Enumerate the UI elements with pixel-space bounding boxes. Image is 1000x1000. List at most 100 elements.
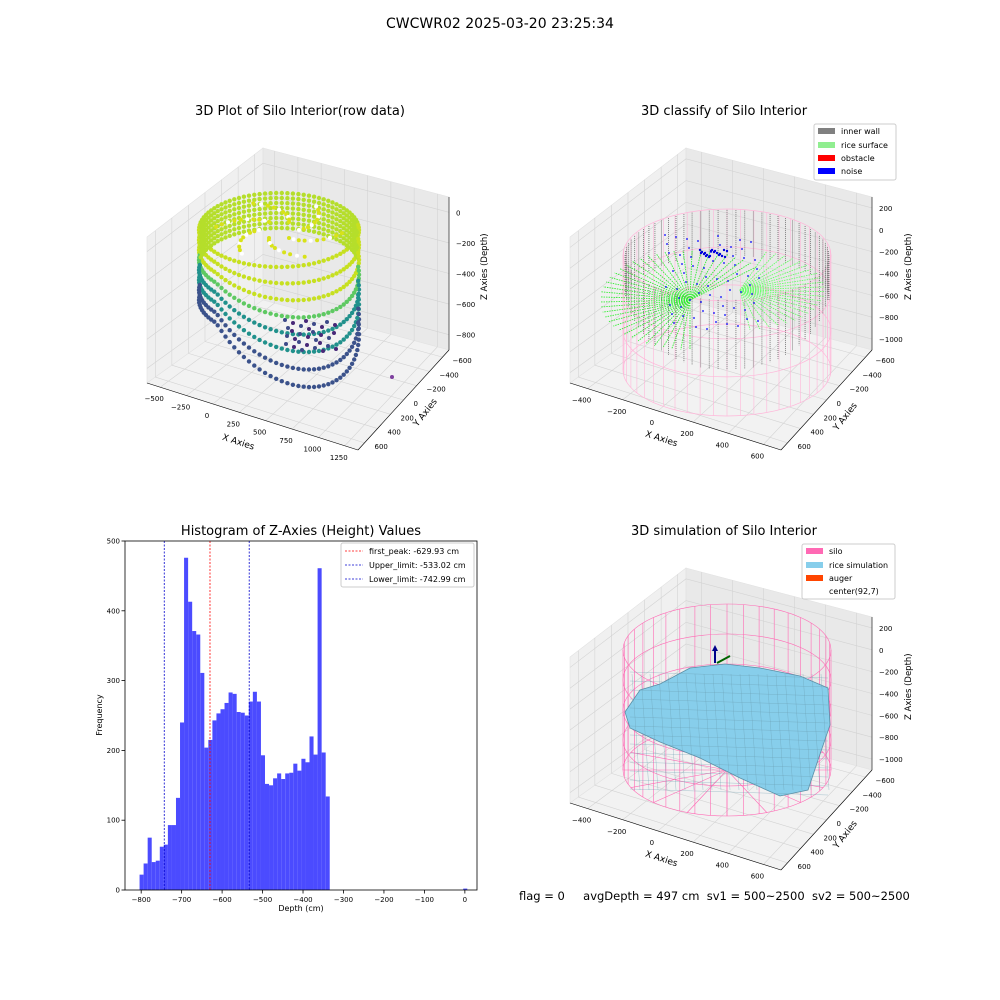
raw-point [338,251,343,256]
raw-point [215,209,220,214]
raw-point [326,198,331,203]
p2-grid-x [692,328,795,423]
p3-ytick: 100 [107,817,120,825]
raw-point [301,197,306,202]
raw-point [356,250,361,255]
raw-point [197,262,202,268]
raw-point [219,318,224,323]
p3-xtick: −300 [334,896,353,904]
raw-point [252,263,257,268]
histogram-bar [305,762,310,890]
raw-point [306,225,310,230]
raw-point [349,293,355,299]
histogram-bar [220,709,225,890]
p4-grid-z [569,578,873,668]
raw-point [338,357,343,363]
raw-point [306,297,312,302]
legend-swatch-obstacle [818,155,835,161]
raw-point [215,224,220,229]
raw-point [285,334,289,338]
p1-ytick: 600 [375,443,388,451]
noise-point [698,292,700,294]
raw-point [286,215,291,219]
raw-point [209,228,214,233]
raw-point [316,366,322,371]
raw-point [219,227,224,232]
raw-point [203,217,209,223]
raw-point [353,352,359,358]
raw-point [341,267,346,272]
raw-point [355,220,360,225]
raw-point [215,302,220,308]
silo-ring [622,603,832,697]
p1-ylabel: Y Axies [411,397,440,430]
raw-point [223,277,228,283]
raw-point [290,348,296,354]
raw-point [338,239,343,244]
raw-point [330,235,335,240]
raw-point [241,314,247,319]
noise-point [705,253,709,257]
raw-point [285,381,290,386]
raw-point [203,247,209,253]
p2-xtick: −400 [572,397,591,405]
histogram-bar [204,747,209,890]
raw-point [227,304,232,309]
raw-point [223,266,228,271]
histogram-bar [285,773,290,890]
p4-grid-y [661,737,853,792]
raw-point [246,193,252,198]
raw-point [353,252,359,257]
raw-point [338,340,343,345]
noise-point [664,234,666,236]
raw-point [203,227,209,233]
raw-point [199,308,205,313]
rice-mesh [629,779,829,787]
raw-point [262,201,268,206]
raw-point [203,242,209,248]
noise-point [705,276,707,278]
silo-ring [622,723,832,817]
raw-point [215,239,220,244]
raw-point [301,226,306,231]
raw-point [274,312,279,318]
silo-wire [726,769,824,788]
raw-point [347,348,352,353]
raw-point [212,241,217,246]
raw-point [316,295,322,300]
raw-point [215,204,220,209]
noise-point [741,248,743,250]
noise-point [672,270,674,272]
raw-point [262,355,268,360]
raw-point [338,269,343,274]
noise-point [740,291,742,293]
raw-point [316,384,322,389]
raw-point [274,195,279,201]
p1-grid-y [238,317,430,372]
raw-point [232,332,237,338]
rice-mesh [629,680,829,688]
p2-legend: inner wall rice surface obstacle noise [813,123,897,181]
p1-axis-y [357,349,450,451]
raw-point [199,288,205,293]
avg-depth-text: avgDepth = 497 cm [583,889,700,903]
raw-point [356,311,361,316]
raw-point [316,277,322,282]
raw-point [330,200,335,205]
rice-mesh [703,673,713,791]
noise-point [681,263,683,265]
p2-xtick: 600 [751,452,764,460]
raw-point [334,378,339,383]
p1-ytick: −400 [440,371,459,379]
raw-point [219,296,224,301]
rice-mesh [730,673,740,791]
raw-point [232,207,237,212]
raw-point [326,228,331,233]
raw-point [212,211,217,216]
noise-point [673,322,675,324]
histogram-bar [228,692,233,890]
raw-point [356,283,361,288]
noise-point [680,306,682,308]
raw-point [196,257,202,263]
raw-point [321,312,326,317]
